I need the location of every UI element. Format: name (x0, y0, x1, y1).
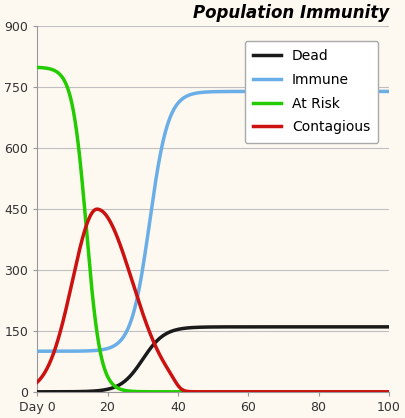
Text: Population Immunity: Population Immunity (193, 4, 389, 22)
Legend: Dead, Immune, At Risk, Contagious: Dead, Immune, At Risk, Contagious (245, 41, 378, 143)
